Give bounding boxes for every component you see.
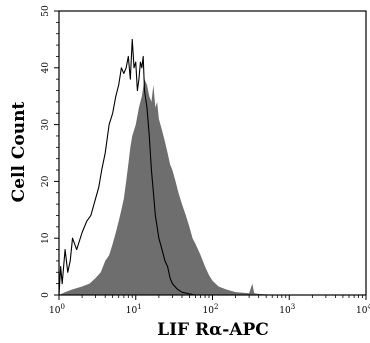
y-axis-ticks: 0 10 20 30 40 50 xyxy=(41,5,59,298)
y-tick-label: 50 xyxy=(41,5,51,17)
histogram-filled-series xyxy=(59,79,366,295)
x-tick-label: 103 xyxy=(279,303,295,316)
y-tick-label: 0 xyxy=(41,292,51,298)
x-axis-ticks: 100 101 102 103 104 xyxy=(49,295,370,316)
x-tick-label: 104 xyxy=(356,303,370,316)
x-axis-title: LIF Rα-APC xyxy=(157,320,269,340)
x-tick-label: 102 xyxy=(203,303,219,316)
y-axis-title: Cell Count xyxy=(9,102,29,203)
y-tick-label: 40 xyxy=(41,62,51,74)
y-tick-label: 30 xyxy=(41,119,51,131)
y-tick-label: 20 xyxy=(41,175,51,187)
x-tick-label: 100 xyxy=(49,303,65,316)
x-tick-label: 101 xyxy=(126,303,142,316)
plot-area xyxy=(58,10,367,296)
y-tick-label: 10 xyxy=(41,232,51,244)
histogram-outline-series xyxy=(58,38,366,296)
